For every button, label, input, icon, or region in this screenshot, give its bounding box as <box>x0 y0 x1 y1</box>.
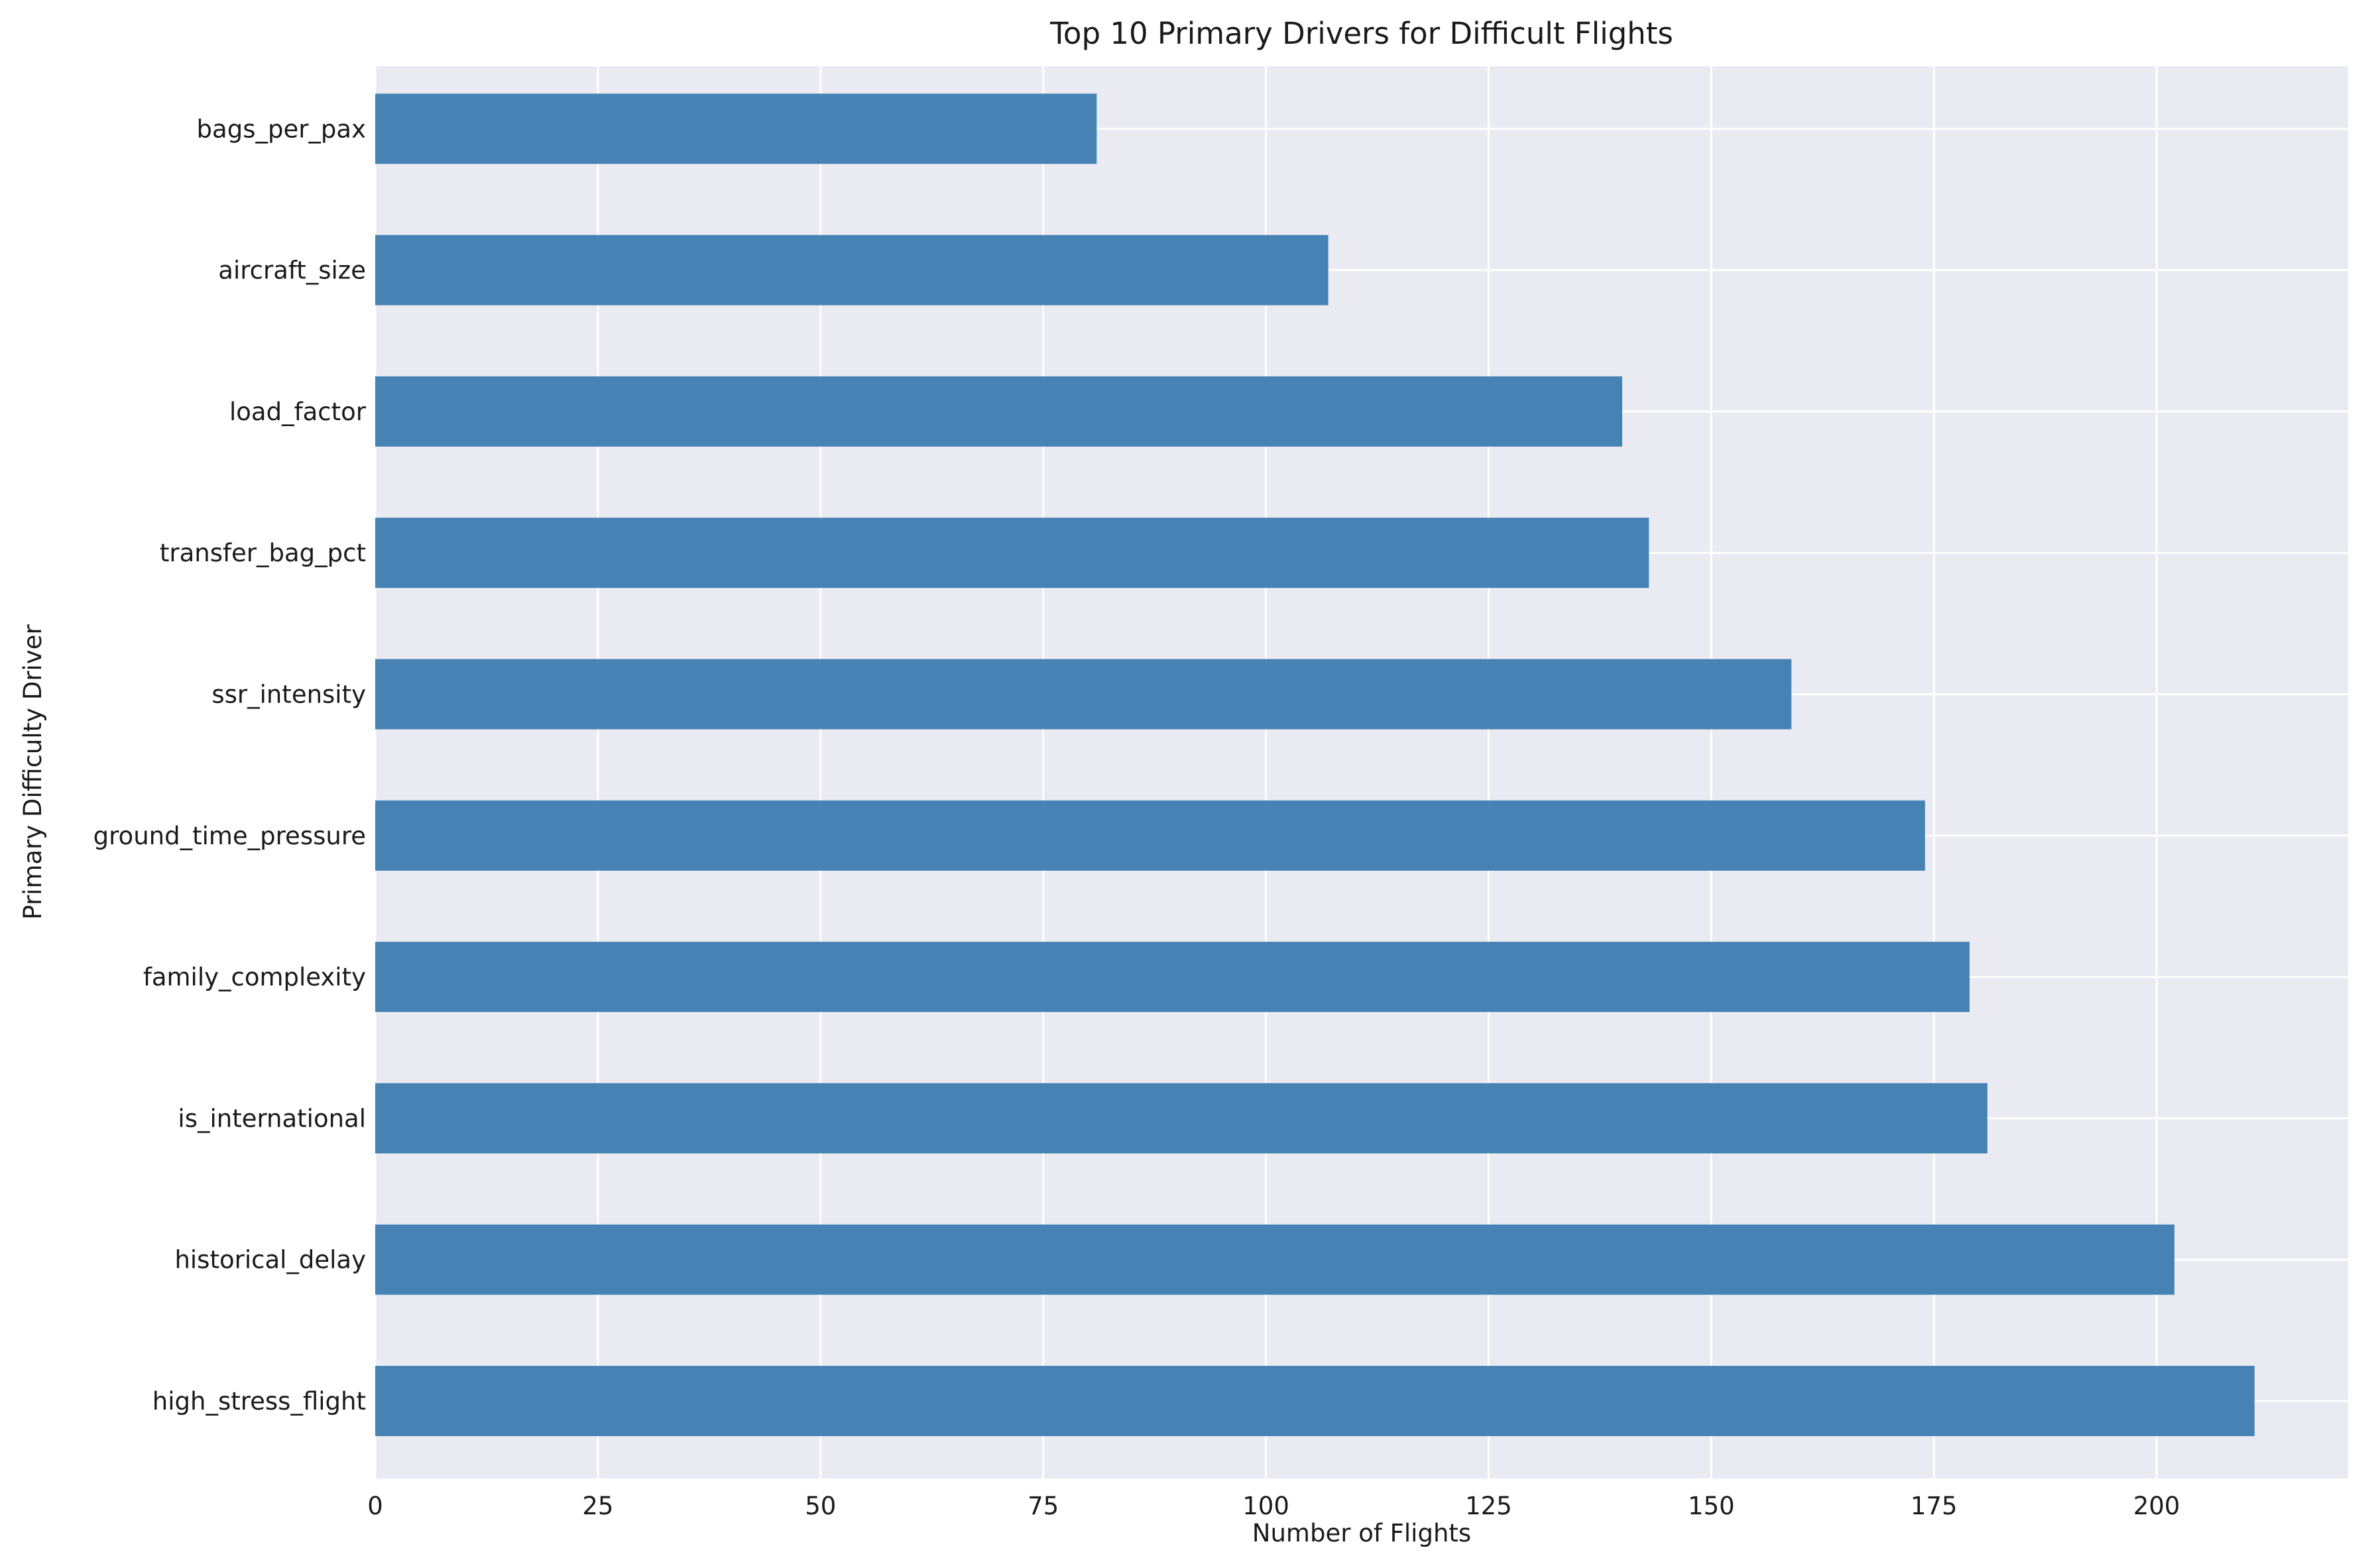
bar-family-complexity <box>375 942 1970 1013</box>
bar-load-factor <box>375 376 1622 447</box>
x-tick-label: 200 <box>2133 1492 2180 1520</box>
bar-bags-per-pax <box>375 93 1097 164</box>
y-tick-label: is_international <box>178 1104 366 1133</box>
bar-transfer-bag-pct <box>375 518 1649 588</box>
x-tick-label: 75 <box>1028 1492 1059 1520</box>
y-tick-label: transfer_bag_pct <box>160 539 366 567</box>
x-tick-label: 175 <box>1911 1492 1958 1520</box>
x-tick-label: 0 <box>367 1492 383 1520</box>
y-tick-labels: high_stress_flight historical_delay is_int… <box>93 115 367 1416</box>
bar-high-stress-flight <box>375 1366 2255 1436</box>
x-axis-label: Number of Flights <box>1252 1519 1471 1547</box>
x-tick-label: 100 <box>1242 1492 1289 1520</box>
bar-ground-time-pressure <box>375 800 1925 871</box>
chart-title: Top 10 Primary Drivers for Difficult Fli… <box>1049 16 1673 51</box>
bar-aircraft-size <box>375 235 1329 306</box>
bar-is-international <box>375 1083 1987 1154</box>
x-tick-label: 25 <box>582 1492 613 1520</box>
x-tick-label: 150 <box>1688 1492 1735 1520</box>
bar-ssr-intensity <box>375 659 1792 730</box>
y-tick-label: load_factor <box>229 398 367 426</box>
y-tick-label: bags_per_pax <box>197 115 366 143</box>
bar-historical-delay <box>375 1224 2175 1295</box>
y-tick-label: ground_time_pressure <box>93 822 366 850</box>
x-tick-labels: 0 25 50 75 100 125 150 175 200 <box>367 1492 2180 1520</box>
y-tick-label: family_complexity <box>143 963 366 991</box>
bars <box>375 93 2255 1436</box>
x-tick-label: 50 <box>805 1492 836 1520</box>
y-tick-label: ssr_intensity <box>211 681 366 709</box>
x-tick-label: 125 <box>1465 1492 1512 1520</box>
y-tick-label: historical_delay <box>174 1246 366 1274</box>
y-axis-label: Primary Difficulty Driver <box>19 624 47 920</box>
y-tick-label: high_stress_flight <box>152 1387 366 1416</box>
y-tick-label: aircraft_size <box>218 256 366 285</box>
